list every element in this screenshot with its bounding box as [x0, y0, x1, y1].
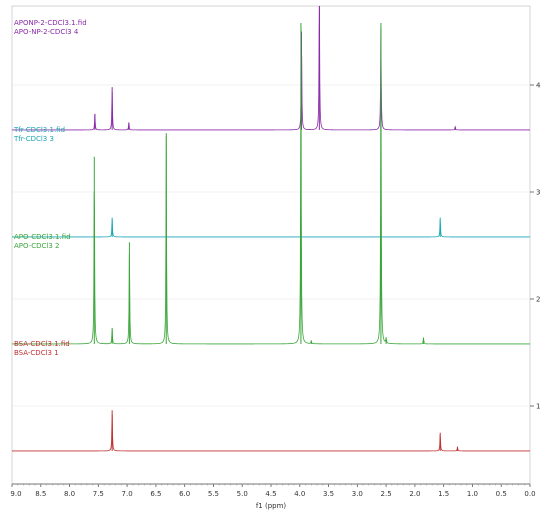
x-tick-label: 1.5: [438, 490, 449, 498]
x-tick-label: 4.5: [265, 490, 276, 498]
spectrum-subname: APO-CDCl3 2: [14, 242, 59, 250]
y-tick-label: 3: [536, 189, 540, 197]
x-tick-label: 5.0: [237, 490, 248, 498]
x-tick-label: 3.5: [323, 490, 334, 498]
x-tick-label: 7.0: [122, 490, 133, 498]
spectrum-subname: APO-NP-2-CDCl3 4: [14, 28, 79, 36]
x-tick-label: 5.5: [208, 490, 219, 498]
y-tick-label: 2: [536, 296, 540, 304]
spectrum-subname: BSA-CDCl3 1: [14, 349, 59, 357]
spectrum-name: APONP-2-CDCl3.1.fid: [14, 19, 87, 27]
y-tick-label: 1: [536, 403, 540, 411]
x-tick-label: 6.5: [150, 490, 161, 498]
x-tick-label: 9.0: [10, 490, 21, 498]
spectrum-subname: Tfr-CDCl3 3: [13, 135, 54, 143]
spectrum-trace: [12, 219, 530, 238]
spectrum-trace: [12, 27, 530, 345]
spectrum-name: BSA-CDCl3.1.fid: [14, 340, 70, 348]
x-tick-label: 3.0: [352, 490, 363, 498]
x-tick-label: 1.0: [467, 490, 478, 498]
x-tick-label: 0.0: [524, 490, 535, 498]
x-tick-label: 4.0: [294, 490, 305, 498]
spectrum-name: APO-CDCl3.1.fid: [14, 233, 71, 241]
spectrum-name: Tfr-CDCl3.1.fid: [13, 126, 65, 134]
x-tick-label: 7.5: [93, 490, 104, 498]
y-tick-label: 4: [536, 82, 541, 90]
spectrum-trace: [12, 6, 530, 131]
x-tick-label: 0.5: [496, 490, 507, 498]
spectrum-trace: [12, 414, 530, 452]
x-tick-label: 8.5: [35, 490, 46, 498]
x-axis-label: f1 (ppm): [256, 502, 287, 510]
x-tick-label: 6.0: [179, 490, 190, 498]
x-tick-label: 2.0: [409, 490, 420, 498]
plot-frame: [11, 5, 531, 485]
x-tick-label: 2.5: [381, 490, 392, 498]
x-tick-label: 8.0: [64, 490, 75, 498]
